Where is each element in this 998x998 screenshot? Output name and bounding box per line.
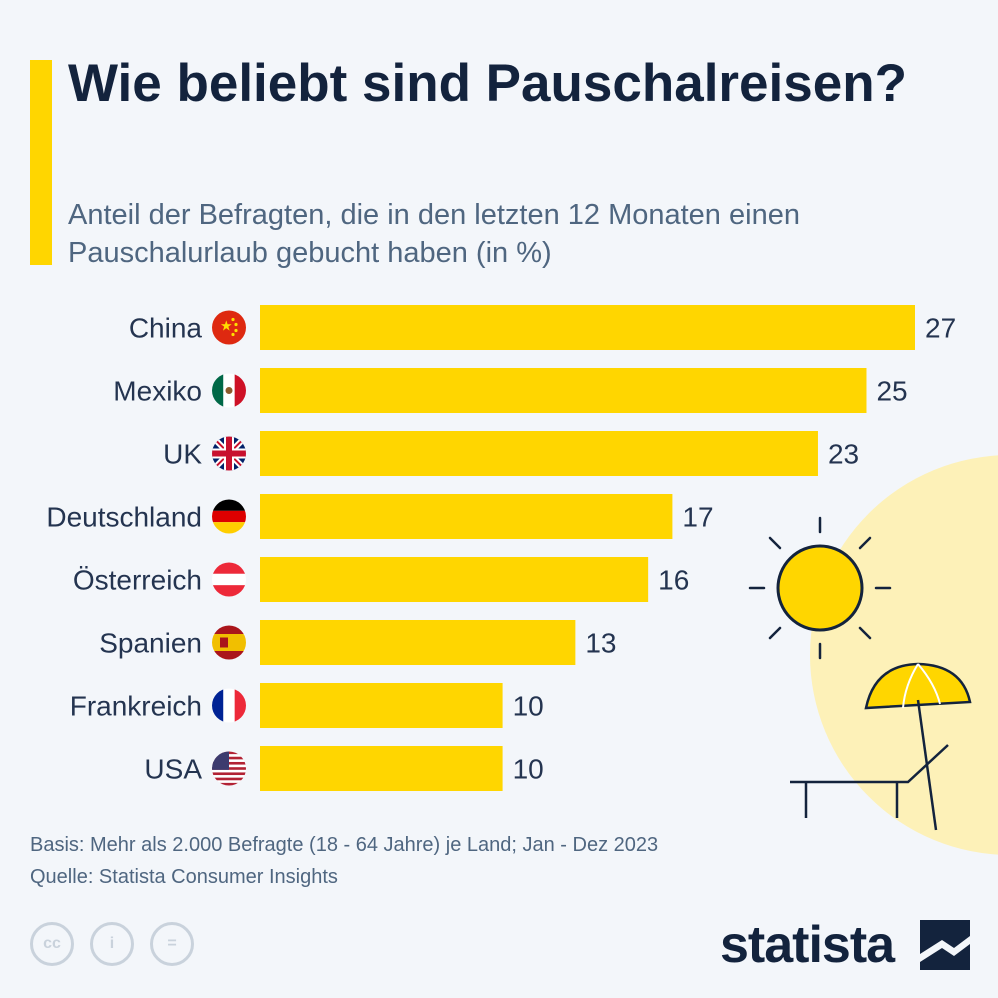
flag-uk-icon <box>212 436 246 471</box>
category-label: Mexiko <box>113 376 202 407</box>
sun-glow-shape <box>810 455 998 855</box>
bar-2 <box>260 431 818 476</box>
sun-icon <box>748 516 892 660</box>
value-label: 10 <box>513 691 544 722</box>
category-label: Spanien <box>99 628 202 659</box>
no-derivatives-icon[interactable]: = <box>150 922 194 966</box>
value-label: 10 <box>513 754 544 785</box>
category-label: Frankreich <box>70 691 202 722</box>
bar-3 <box>260 494 673 539</box>
flag-germany-icon <box>212 499 246 534</box>
brand-wordmark[interactable]: statista <box>720 916 895 974</box>
chart-subtitle: Anteil der Befragten, die in den letzten… <box>68 199 800 269</box>
category-label: UK <box>163 439 202 470</box>
value-label: 16 <box>658 565 689 596</box>
lounger-icon <box>790 744 949 818</box>
category-label: USA <box>144 754 202 785</box>
bar-4 <box>260 557 649 602</box>
statista-logo-icon[interactable] <box>920 920 970 970</box>
category-label: Österreich <box>73 565 202 596</box>
bar-0 <box>260 305 915 350</box>
value-label: 13 <box>585 628 616 659</box>
svg-text:★: ★ <box>220 319 233 335</box>
flag-mexico-icon <box>212 373 246 408</box>
flag-spain-icon <box>212 625 246 660</box>
flag-usa-icon <box>212 751 246 786</box>
value-label: 25 <box>876 376 907 407</box>
page-title: Wie beliebt sind Pauschalreisen? <box>68 54 907 113</box>
footer-basis: Basis: Mehr als 2.000 Befragte (18 - 64 … <box>30 834 659 856</box>
attribution-icon[interactable]: i <box>90 922 134 966</box>
title-accent-bar <box>30 60 52 265</box>
flag-france-icon <box>212 688 246 723</box>
bar-7 <box>260 746 503 791</box>
bar-1 <box>260 368 867 413</box>
category-label: China <box>129 313 203 344</box>
bar-5 <box>260 620 576 665</box>
value-label: 17 <box>682 502 713 533</box>
bar-6 <box>260 683 503 728</box>
cc-icon[interactable]: cc <box>30 922 74 966</box>
value-label: 27 <box>925 313 956 344</box>
footer-source: Quelle: Statista Consumer Insights <box>30 866 338 888</box>
category-label: Deutschland <box>46 502 202 533</box>
flag-austria-icon <box>212 562 246 597</box>
value-label: 23 <box>828 439 859 470</box>
flag-china-icon: ★ <box>212 310 246 345</box>
